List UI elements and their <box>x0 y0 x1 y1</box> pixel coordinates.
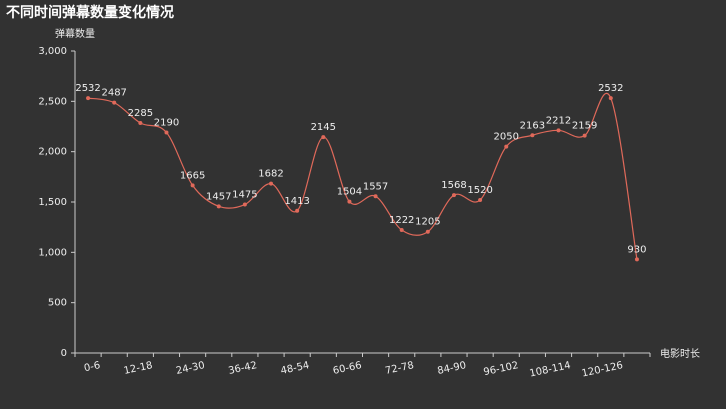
y-axis-label: 弹幕数量 <box>55 27 95 40</box>
data-label: 1665 <box>180 170 205 181</box>
data-label: 1457 <box>206 191 231 202</box>
point <box>530 133 535 138</box>
point <box>634 257 639 262</box>
data-label: 2145 <box>311 122 336 133</box>
y-tick-label: 3,000 <box>38 46 67 57</box>
data-label: 2532 <box>75 83 100 94</box>
data-label: 930 <box>627 244 646 255</box>
data-label: 1413 <box>284 196 309 207</box>
point <box>451 193 456 198</box>
point <box>112 100 117 105</box>
point <box>321 135 326 140</box>
x-axis-label: 电影时长 <box>660 347 700 360</box>
data-label: 2285 <box>128 108 153 119</box>
y-tick-label: 2,500 <box>38 96 67 107</box>
data-label: 1520 <box>467 185 492 196</box>
point <box>164 130 169 135</box>
chart-title: 不同时间弹幕数量变化情况 <box>6 4 174 21</box>
data-label: 1568 <box>441 180 466 191</box>
y-tick-label: 0 <box>61 348 67 359</box>
point <box>608 96 613 101</box>
point <box>190 183 195 188</box>
point <box>399 227 404 232</box>
data-label: 2212 <box>546 115 571 126</box>
point <box>425 229 430 234</box>
point <box>478 197 483 202</box>
data-label: 2050 <box>494 132 519 143</box>
point <box>295 208 300 213</box>
data-label: 2159 <box>572 121 597 132</box>
x-tick-label: 0-6 <box>83 360 101 374</box>
y-tick-label: 1,500 <box>38 197 67 208</box>
data-label: 1504 <box>337 187 362 198</box>
point <box>347 199 352 204</box>
data-label: 2163 <box>520 120 545 131</box>
point <box>582 133 587 138</box>
y-tick-label: 1,000 <box>38 247 67 258</box>
data-label: 1205 <box>415 217 440 228</box>
data-label: 2532 <box>598 83 623 94</box>
point <box>269 181 274 186</box>
data-label: 1557 <box>363 181 388 192</box>
point <box>556 128 561 133</box>
point <box>86 96 91 101</box>
point <box>138 120 143 125</box>
point <box>373 194 378 199</box>
point <box>504 144 509 149</box>
data-label: 2190 <box>154 118 179 129</box>
point <box>242 202 247 207</box>
data-label: 2487 <box>101 88 126 99</box>
point <box>216 204 221 209</box>
data-label: 1682 <box>258 169 283 180</box>
data-label: 1475 <box>232 190 257 201</box>
y-tick-label: 2,000 <box>38 147 67 158</box>
y-tick-label: 500 <box>48 298 67 309</box>
data-label: 1222 <box>389 215 414 226</box>
